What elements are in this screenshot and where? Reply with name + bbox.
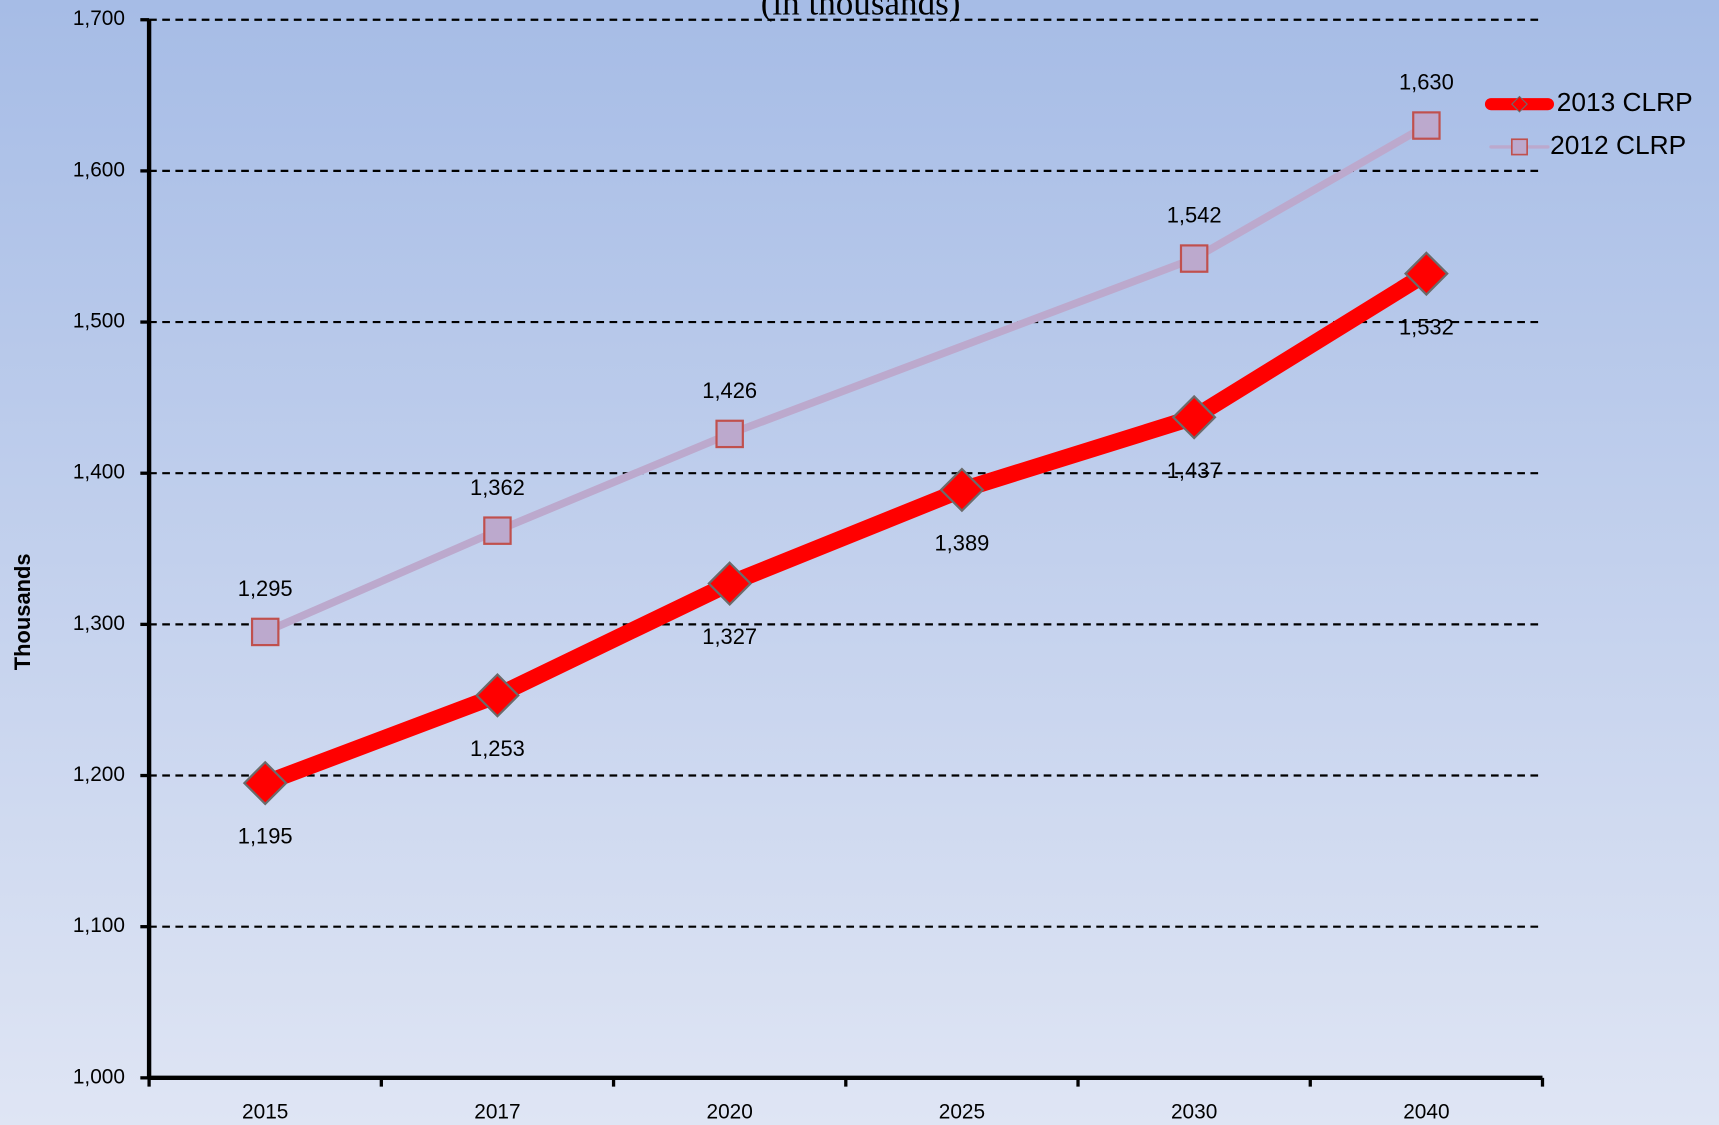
marker <box>242 760 288 806</box>
x-tick-label: 2017 <box>474 1100 520 1123</box>
data-label: 1,362 <box>470 475 525 500</box>
marker <box>715 419 744 449</box>
data-label: 1,253 <box>470 736 525 761</box>
y-tick-label: 1,200 <box>73 763 125 786</box>
y-tick-label: 1,000 <box>73 1065 125 1088</box>
series-line <box>262 266 1431 791</box>
x-tick-label: 2015 <box>242 1100 288 1123</box>
data-label: 1,437 <box>1167 458 1222 483</box>
marker <box>483 516 512 545</box>
legend-marker <box>1511 95 1528 113</box>
y-tick-label: 1,600 <box>73 158 125 181</box>
x-tick-label: 2040 <box>1403 1100 1449 1123</box>
marker <box>939 467 985 513</box>
y-tick-label: 1,100 <box>73 914 125 937</box>
marker <box>1171 394 1217 440</box>
x-tick-label: 2030 <box>1171 1100 1217 1123</box>
marker <box>707 561 753 606</box>
y-tick-label: 1,400 <box>73 461 125 484</box>
y-tick-label: 1,300 <box>73 612 125 635</box>
x-tick-label: 2020 <box>707 1100 753 1123</box>
data-label: 1,389 <box>935 530 990 555</box>
marker <box>250 617 280 647</box>
marker <box>1179 244 1209 273</box>
data-label: 1,532 <box>1399 314 1454 339</box>
data-label: 1,630 <box>1399 70 1454 95</box>
chart-title: (in thousands) <box>761 0 961 23</box>
y-tick-label: 1,700 <box>73 7 125 30</box>
x-tick-label: 2025 <box>939 1100 985 1123</box>
data-label: 1,327 <box>702 624 757 649</box>
marker <box>1403 251 1449 297</box>
marker <box>1412 111 1441 140</box>
y-axis-label: Thousands <box>10 553 35 670</box>
data-label: 1,295 <box>238 576 293 601</box>
legend-label: 2012 CLRP <box>1550 130 1686 160</box>
data-label: 1,195 <box>238 824 293 849</box>
marker <box>475 673 520 718</box>
legend-marker <box>1510 138 1528 156</box>
legend-label: 2013 CLRP <box>1557 87 1693 117</box>
data-label: 1,542 <box>1167 203 1222 228</box>
data-label: 1,426 <box>702 378 757 403</box>
y-tick-label: 1,500 <box>73 310 125 333</box>
